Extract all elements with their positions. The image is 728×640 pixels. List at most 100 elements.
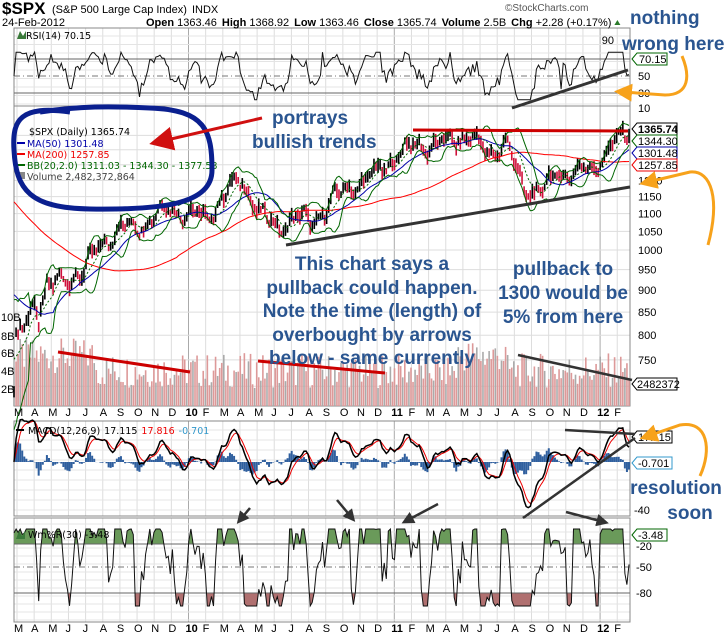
macd-hist-bar xyxy=(436,459,439,462)
volume-bar xyxy=(17,354,19,406)
macd-hist-bar xyxy=(531,458,534,462)
month-label: A xyxy=(306,623,314,635)
macd-hist-bar xyxy=(23,456,26,462)
volume-bar xyxy=(266,372,268,406)
macd-hist-bar xyxy=(305,458,308,462)
volume-bar xyxy=(97,383,100,406)
volume-bar xyxy=(519,386,521,406)
volume-bar xyxy=(515,376,517,406)
rsi-icon xyxy=(17,31,26,39)
volume-bar xyxy=(461,355,464,406)
volume-bar xyxy=(196,355,198,406)
volume-bar xyxy=(426,353,429,406)
macd-hist-bar xyxy=(231,454,234,462)
macd-trendline-top xyxy=(564,428,636,436)
month-label: D xyxy=(168,407,176,419)
orange-arrow-price xyxy=(639,170,716,246)
macd-hist-bar xyxy=(80,462,83,464)
price-tick: 800 xyxy=(638,330,656,342)
volume-bar xyxy=(200,386,202,406)
volume-bar xyxy=(609,386,612,406)
macd-hist-bar xyxy=(383,462,386,468)
volume-bar xyxy=(124,385,126,406)
month-label: A xyxy=(31,407,39,419)
macd-hist-bar xyxy=(366,459,369,462)
macd-hist-bar xyxy=(418,462,421,463)
macd-hist-bar xyxy=(298,459,301,462)
macd-hist-bar xyxy=(185,462,188,464)
willr-tick: -20 xyxy=(636,541,652,553)
macd-hist-bar xyxy=(296,456,299,462)
volume-bar xyxy=(465,355,468,406)
volume-bar xyxy=(350,362,353,406)
willr-tag: -3.48 xyxy=(638,530,663,542)
volume-bar xyxy=(52,355,54,406)
macd-hist-bar xyxy=(416,462,419,466)
month-label: J xyxy=(494,623,500,635)
macd-hist-bar xyxy=(183,462,186,467)
volume-bar xyxy=(360,381,363,406)
volume-bar xyxy=(506,355,509,406)
willr-line xyxy=(13,527,630,608)
volume-bar xyxy=(136,379,139,406)
volume-bar xyxy=(159,381,161,406)
volume-bar xyxy=(167,384,170,406)
macd-hist-bar xyxy=(529,462,532,466)
macd-hist-bar xyxy=(434,456,437,462)
volume-bar xyxy=(70,352,73,406)
open-label: Open xyxy=(146,17,174,29)
macd-hist-bar xyxy=(321,458,324,462)
macd-hist-bar xyxy=(237,462,240,464)
month-label: S xyxy=(323,623,330,635)
macd-hist-bar xyxy=(403,453,406,462)
volume-bar xyxy=(323,379,326,406)
macd-hist-bar xyxy=(284,459,287,462)
volume-bar xyxy=(556,379,558,406)
volume-bar xyxy=(274,368,277,406)
macd-hist-bar xyxy=(255,462,258,472)
volume-bar xyxy=(389,366,392,406)
macd-hist-bar xyxy=(27,461,30,462)
macd-hist-bar xyxy=(68,462,71,472)
volume-bar xyxy=(214,356,217,406)
macd-hist-tag: -0.701 xyxy=(638,458,669,470)
bb-tag: 1344.30 xyxy=(638,136,678,148)
ma200-line xyxy=(13,151,630,272)
volume-bar xyxy=(523,354,525,406)
macd-hist-bar xyxy=(21,450,24,462)
volume-bar xyxy=(401,377,404,406)
volume-bar xyxy=(29,357,32,406)
legend-ma200: MA(200) 1257.85 xyxy=(27,150,110,161)
volume-bar xyxy=(198,382,200,406)
willr-tick: -80 xyxy=(636,588,652,600)
macd-hist-bar xyxy=(545,450,548,462)
macd-hist-bar xyxy=(37,462,40,476)
note-resolution: resolution soon xyxy=(630,478,722,524)
macd-hist-bar xyxy=(152,460,155,462)
willr-icon xyxy=(16,531,25,539)
volume-bar xyxy=(385,372,388,406)
macd-hist-bar xyxy=(70,462,73,469)
month-label: 10 xyxy=(186,623,198,635)
volume-bar xyxy=(327,356,330,406)
macd-hist-bar xyxy=(212,462,215,466)
volume-bar xyxy=(564,370,567,406)
macd-hist-bar xyxy=(527,462,530,471)
volume-bar xyxy=(303,366,305,406)
volume-bar xyxy=(270,360,272,406)
volume-bar xyxy=(508,368,511,406)
macd-hist-bar xyxy=(17,442,20,462)
red-arrow xyxy=(149,116,263,151)
month-label: 11 xyxy=(391,623,403,635)
volume-bar xyxy=(568,359,571,406)
volume-line-1 xyxy=(57,350,191,374)
volume-bar xyxy=(173,374,176,406)
volume-bar xyxy=(332,385,334,406)
macd-hist-bar xyxy=(576,455,579,462)
volume-bar xyxy=(535,386,538,406)
macd-hist-bar xyxy=(362,459,365,462)
macd-hist-bar xyxy=(257,462,260,465)
month-label: M xyxy=(48,623,57,635)
volume-bar xyxy=(601,362,604,406)
volume-bar xyxy=(397,353,400,406)
